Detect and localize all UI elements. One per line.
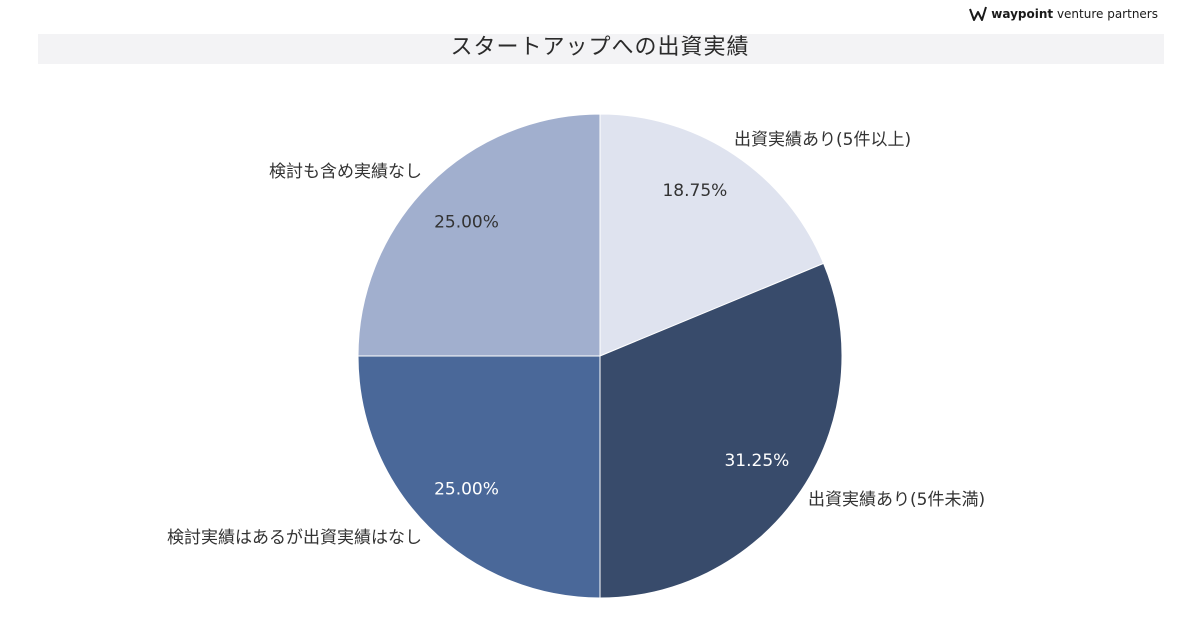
slice-category-label-4: 検討も含め実績なし <box>269 162 422 182</box>
slice-percent-label-4: 25.00% <box>434 213 499 233</box>
brand-logo: waypoint venture partners <box>969 6 1158 22</box>
slice-category-label-1: 出資実績あり(5件以上) <box>734 130 911 150</box>
pie-slice-1 <box>599 113 825 357</box>
slice-percent-label-3: 25.00% <box>434 480 499 500</box>
slice-category-label-3: 検討実績はあるが出資実績はなし <box>167 528 422 548</box>
chart-title: スタートアップへの出資実績 <box>450 35 750 60</box>
brand-name-rest: venture partners <box>1053 7 1158 21</box>
brand-name: waypoint venture partners <box>991 7 1158 21</box>
waypoint-logo-icon <box>969 6 988 21</box>
slice-percent-label-2: 31.25% <box>724 451 789 471</box>
brand-name-bold: waypoint <box>991 7 1054 21</box>
title-band <box>38 34 1164 64</box>
pie-slice-3 <box>357 355 601 599</box>
pie-slice-2 <box>599 262 843 599</box>
slice-category-label-2: 出資実績あり(5件未満) <box>808 490 985 510</box>
pie-slice-4 <box>357 113 601 357</box>
slice-percent-label-1: 18.75% <box>662 181 727 201</box>
